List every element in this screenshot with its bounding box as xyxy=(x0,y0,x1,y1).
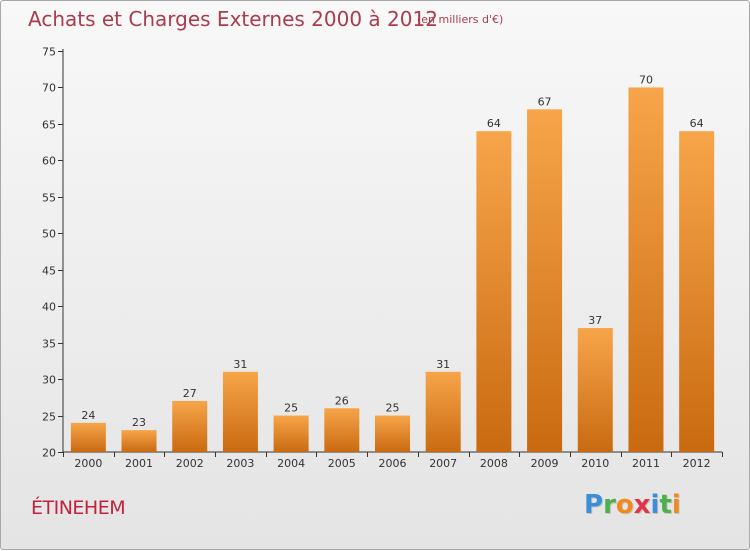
value-label-2005: 26 xyxy=(335,394,349,407)
bar-2003 xyxy=(222,371,258,452)
logo-letter: i xyxy=(650,490,660,520)
x-tick-label: 2000 xyxy=(74,457,102,470)
y-tick-label: 45 xyxy=(42,265,56,278)
bar-2007 xyxy=(425,371,461,452)
x-tick-label: 2007 xyxy=(429,457,457,470)
chart-title: Achats et Charges Externes 2000 à 2012 xyxy=(28,7,438,31)
x-tick-label: 2002 xyxy=(176,457,204,470)
y-tick-label: 75 xyxy=(42,46,56,59)
logo-letter: o xyxy=(615,490,634,520)
logo-letter: r xyxy=(603,490,616,520)
value-label-2001: 23 xyxy=(132,416,146,429)
bar-2006 xyxy=(375,415,410,452)
y-tick-label: 35 xyxy=(42,338,56,351)
x-tick-label: 2005 xyxy=(328,457,356,470)
value-label-2006: 25 xyxy=(386,402,400,415)
bar-2010 xyxy=(577,328,613,452)
y-tick-label: 65 xyxy=(42,119,56,132)
x-tick-label: 2001 xyxy=(125,457,153,470)
value-label-2012: 64 xyxy=(690,117,704,130)
value-label-2010: 37 xyxy=(588,314,602,327)
value-label-2000: 24 xyxy=(81,409,95,422)
value-label-2002: 27 xyxy=(183,387,197,400)
logo-letter: i xyxy=(671,490,681,520)
x-tick-label: 2006 xyxy=(379,457,407,470)
bar-2002 xyxy=(172,400,208,452)
y-tick-label: 20 xyxy=(42,447,56,460)
y-tick-label: 25 xyxy=(42,411,56,424)
x-tick-label: 2003 xyxy=(226,457,254,470)
bar-2011 xyxy=(628,87,664,453)
bar-2008 xyxy=(476,131,512,452)
x-tick-label: 2009 xyxy=(531,457,559,470)
axes: 20 25 30 35 40 45 50 55 60 65 70 75 2000 2001 2002 2003… xyxy=(42,46,723,470)
logo-letter: t xyxy=(659,490,672,520)
bar-2004 xyxy=(273,415,309,452)
logo-letter: x xyxy=(633,490,651,520)
y-tick-label: 30 xyxy=(42,374,56,387)
value-label-2008: 64 xyxy=(487,117,501,130)
proxiti-logo: Proxiti xyxy=(584,490,681,520)
y-tick-label: 60 xyxy=(42,155,56,168)
x-tick-label: 2012 xyxy=(683,457,711,470)
logo-letter: P xyxy=(584,490,604,520)
x-tick-label: 2004 xyxy=(277,457,305,470)
value-label-2004: 25 xyxy=(284,402,298,415)
bar-2001 xyxy=(121,430,157,452)
bar-2005 xyxy=(324,408,360,452)
chart-subtitle: (en milliers d'€) xyxy=(417,13,504,26)
value-label-2009: 67 xyxy=(538,95,552,108)
bar-2000 xyxy=(70,422,106,452)
value-label-2007: 31 xyxy=(436,358,450,371)
commune-name: ÉTINEHEM xyxy=(31,497,126,519)
y-tick-label: 55 xyxy=(42,192,56,205)
y-tick-label: 70 xyxy=(42,82,56,95)
bars xyxy=(70,87,715,453)
value-labels: 24 23 27 31 25 26 25 31 64 67 37 70 64 xyxy=(81,73,703,429)
x-tick-label: 2011 xyxy=(632,457,660,470)
value-label-2011: 70 xyxy=(639,73,653,86)
bar-2009 xyxy=(527,109,563,452)
bar-2012 xyxy=(679,131,715,452)
y-tick-label: 50 xyxy=(42,228,56,241)
y-tick-label: 40 xyxy=(42,301,56,314)
x-tick-label: 2008 xyxy=(480,457,508,470)
x-tick-label: 2010 xyxy=(581,457,609,470)
value-label-2003: 31 xyxy=(233,358,247,371)
